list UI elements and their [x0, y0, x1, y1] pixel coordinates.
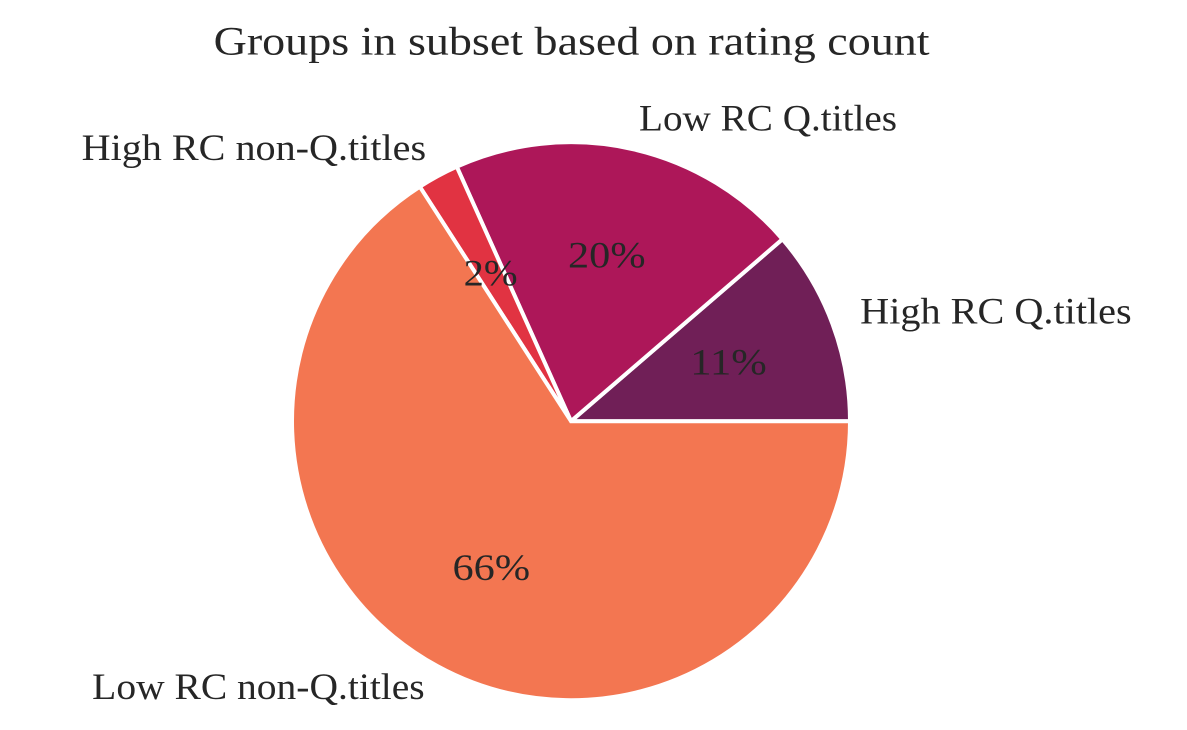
svg-text:2%: 2% [464, 254, 518, 295]
svg-text:66%: 66% [453, 548, 531, 589]
svg-text:Low RC Q.titles: Low RC Q.titles [639, 99, 897, 140]
svg-text:20%: 20% [568, 235, 646, 276]
svg-text:High RC non-Q.titles: High RC non-Q.titles [82, 128, 427, 169]
svg-text:Groups in subset based on rati: Groups in subset based on rating count [214, 19, 930, 64]
svg-text:11%: 11% [690, 342, 767, 383]
svg-text:Low RC non-Q.titles: Low RC non-Q.titles [92, 667, 424, 708]
svg-text:High RC Q.titles: High RC Q.titles [860, 292, 1131, 333]
